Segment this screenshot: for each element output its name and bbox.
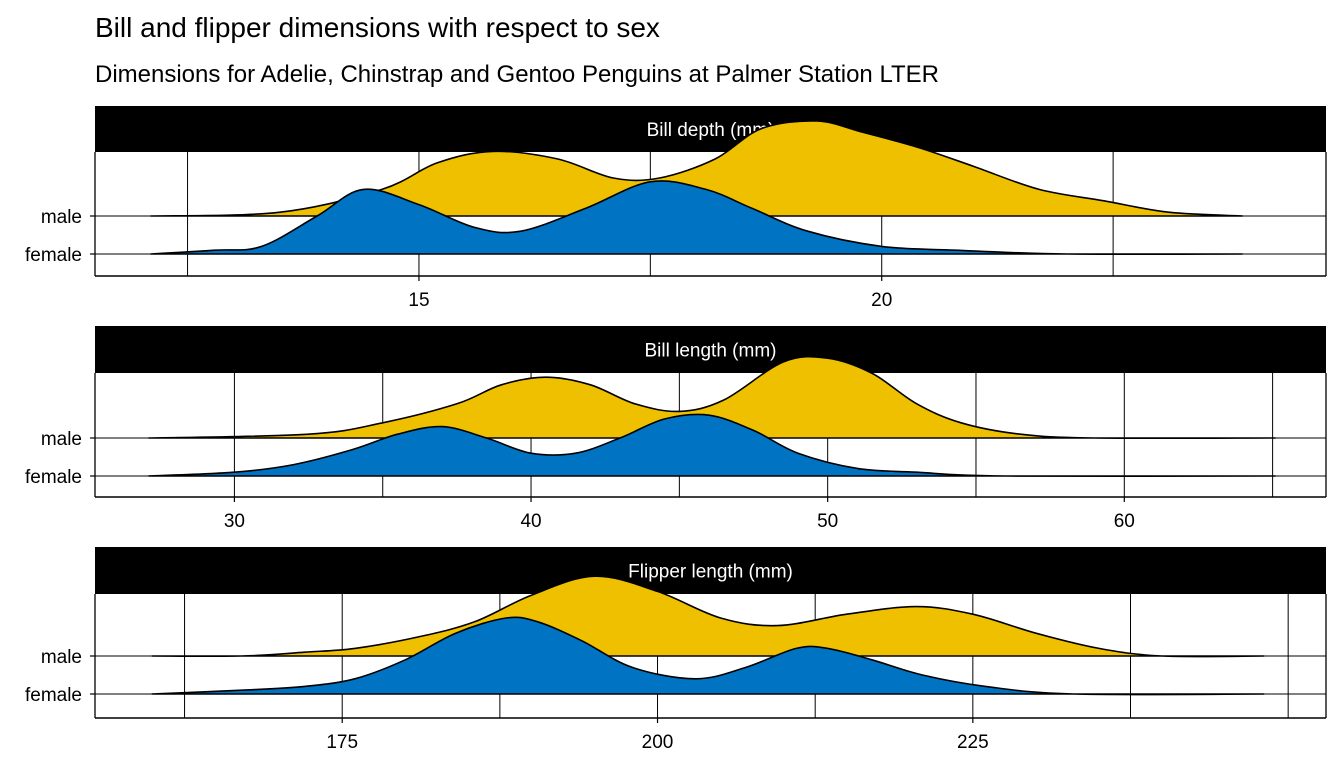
density-ridge-female [150, 180, 1243, 256]
x-tick-label: 30 [224, 511, 245, 532]
x-tick-label: 40 [520, 511, 541, 532]
panel-1: Bill length (mm) male female 30 40 50 60 [25, 326, 1327, 532]
density-ridge-male [148, 355, 1276, 440]
y-tick-label-female: female [25, 467, 82, 488]
panel-strip [95, 106, 1326, 152]
panel-0: Bill depth (mm) male female 15 20 [25, 106, 1327, 311]
y-tick-label-male: male [41, 647, 82, 668]
x-tick-label: 225 [957, 732, 989, 753]
panel-2: Flipper length (mm) male female 175 200 225 [25, 547, 1327, 753]
density-ridge-female [148, 413, 1276, 478]
chart-title: Bill and flipper dimensions with respect… [95, 12, 660, 43]
panel-strip [95, 326, 1326, 373]
density-ridge-male [151, 575, 1265, 658]
y-tick-label-female: female [25, 685, 82, 706]
panel-title: Flipper length (mm) [628, 562, 793, 583]
x-tick-label: 20 [871, 290, 892, 311]
chart-subtitle: Dimensions for Adelie, Chinstrap and Gen… [95, 61, 940, 88]
panel-title: Bill depth (mm) [647, 120, 775, 141]
x-tick-label: 175 [326, 732, 358, 753]
density-ridge-male [150, 120, 1243, 217]
x-tick-label: 50 [817, 511, 838, 532]
y-tick-label-female: female [25, 245, 82, 266]
x-tick-label: 15 [408, 290, 429, 311]
panel-title: Bill length (mm) [645, 341, 777, 362]
x-tick-label: 60 [1114, 511, 1135, 532]
panel-strip [95, 547, 1326, 594]
density-ridge-female [151, 616, 1265, 696]
y-tick-label-male: male [41, 207, 82, 228]
y-tick-label-male: male [41, 429, 82, 450]
x-tick-label: 200 [642, 732, 674, 753]
